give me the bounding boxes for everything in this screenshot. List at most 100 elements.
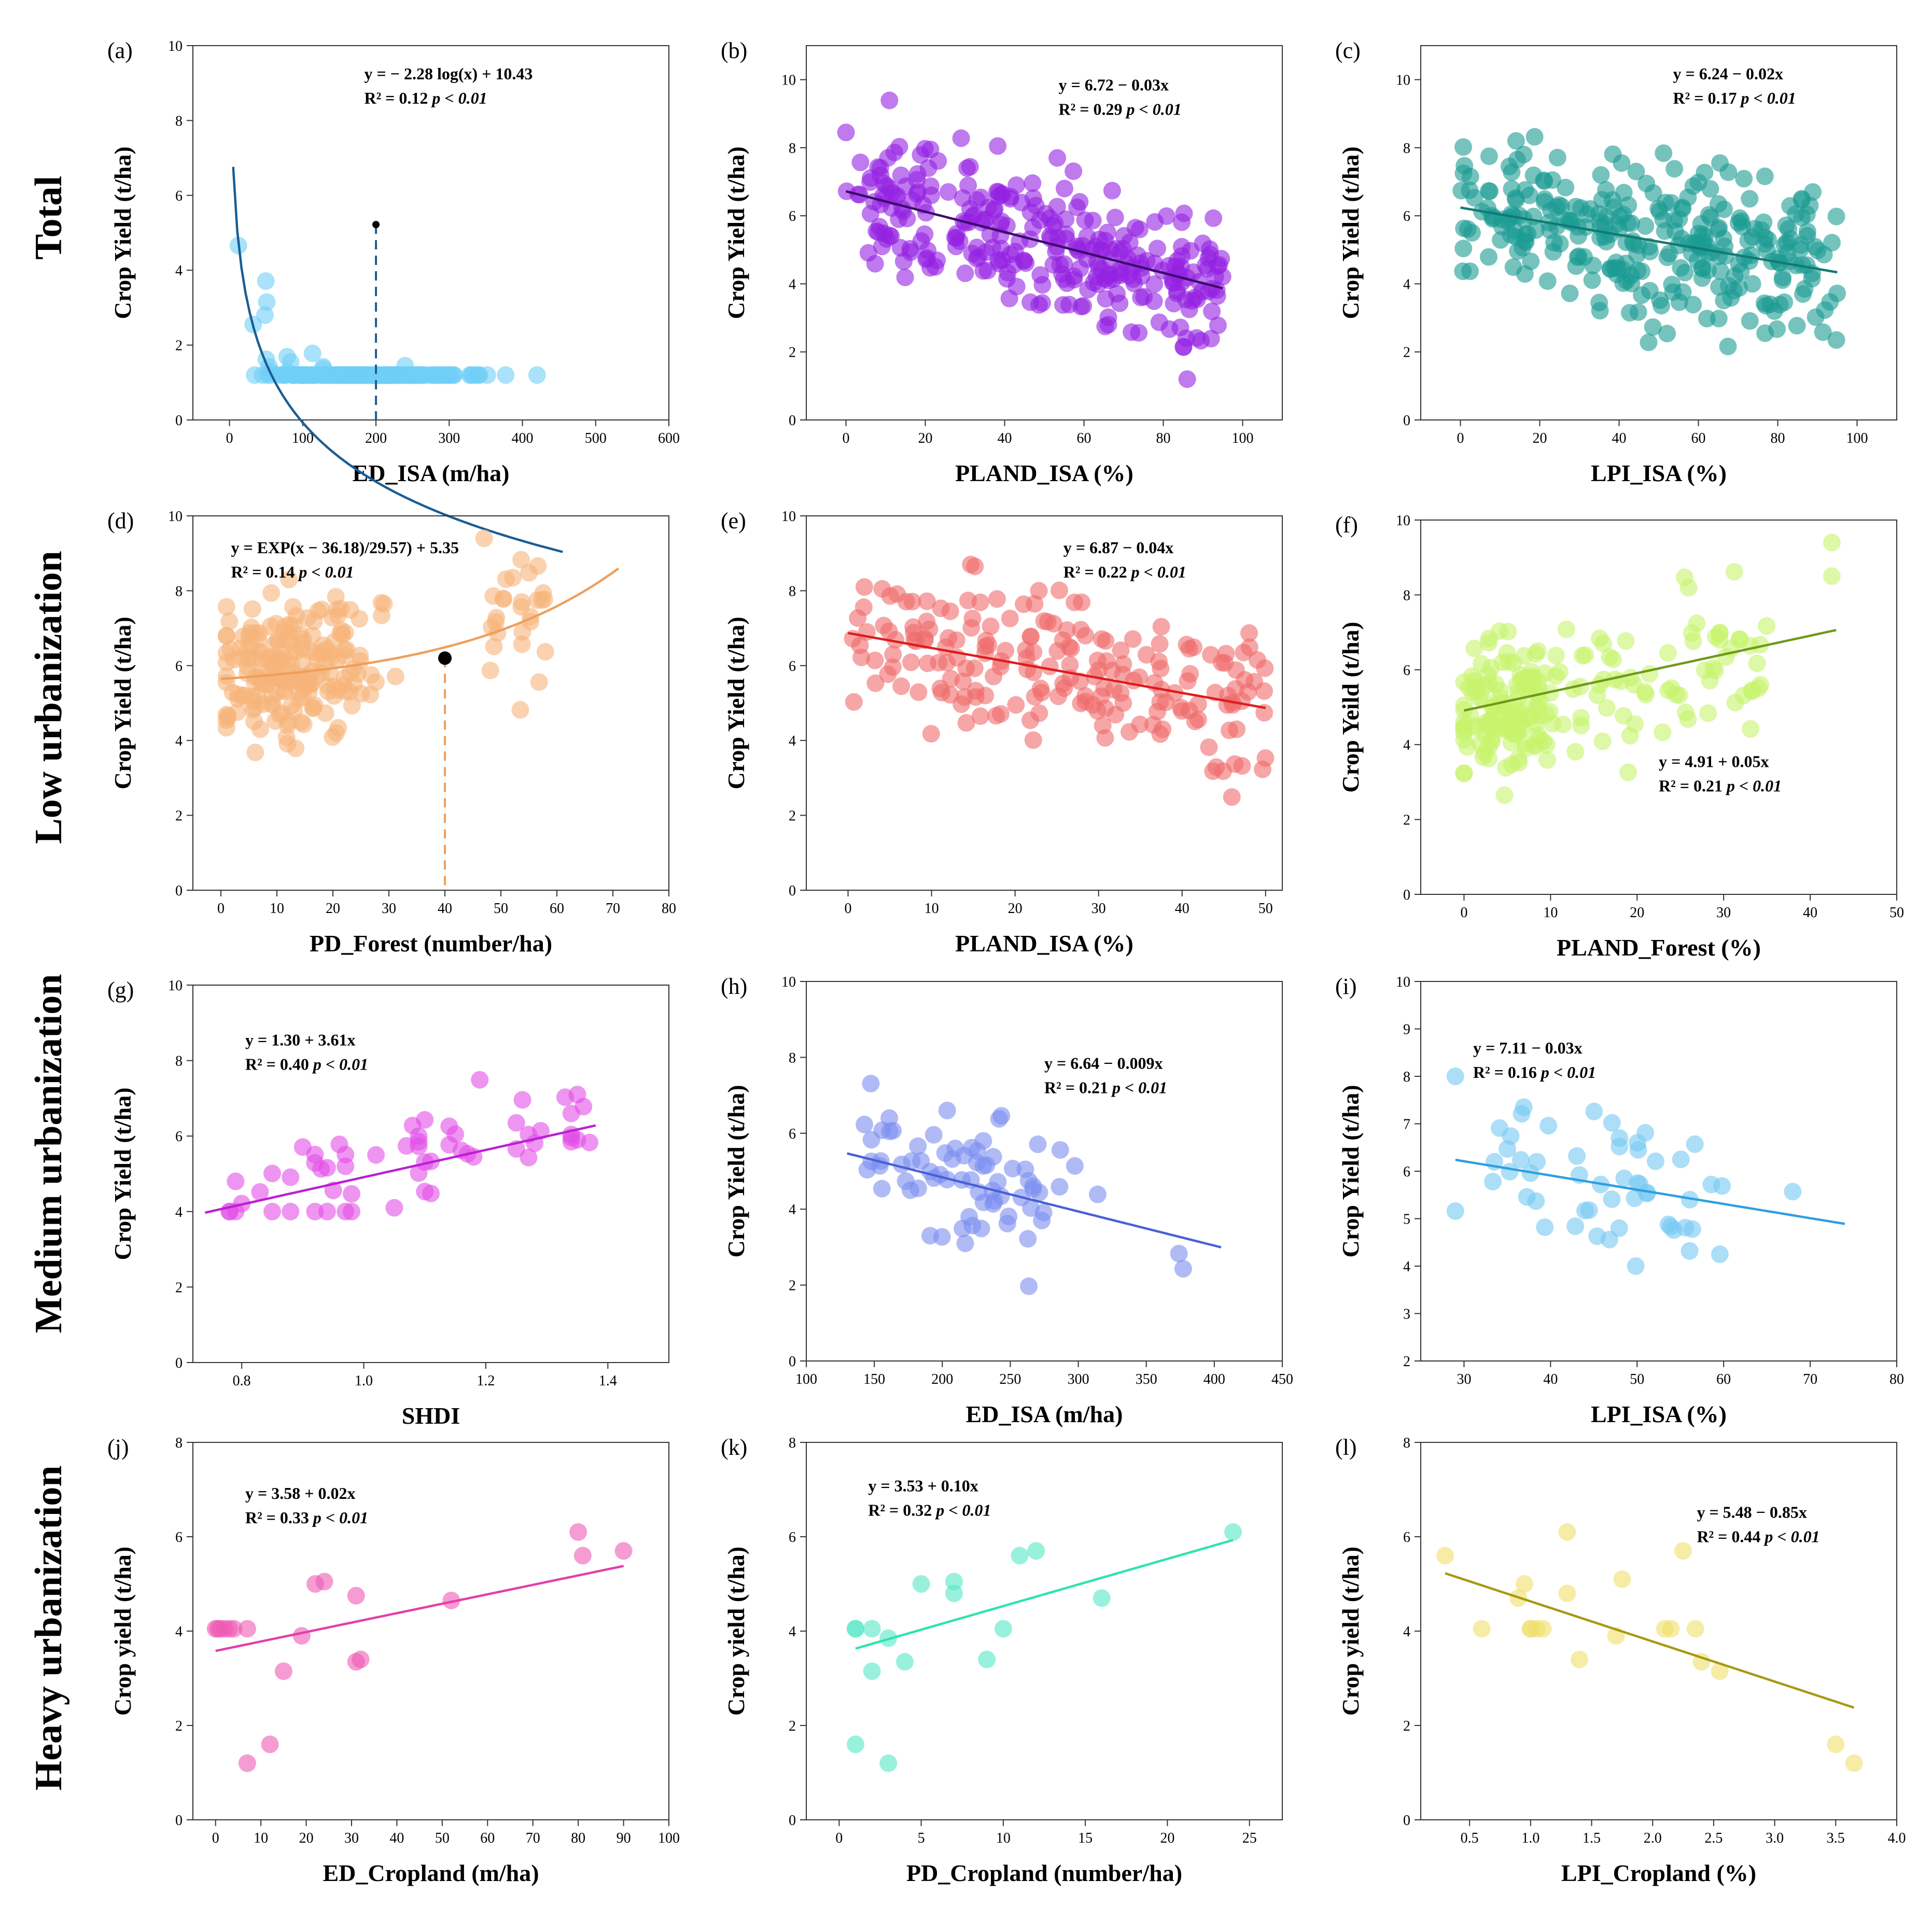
data-point bbox=[932, 599, 950, 617]
data-point bbox=[921, 177, 940, 195]
data-point bbox=[337, 1202, 355, 1220]
x-tick-label: 30 bbox=[1716, 905, 1731, 921]
data-point bbox=[343, 697, 361, 715]
data-point bbox=[1662, 1620, 1680, 1638]
y-tick-label: 8 bbox=[1403, 1069, 1410, 1085]
data-point bbox=[1253, 760, 1271, 778]
y-tick-label: 0 bbox=[175, 413, 183, 429]
data-point bbox=[1787, 205, 1805, 223]
data-point bbox=[1145, 275, 1164, 293]
data-point bbox=[1585, 1102, 1603, 1120]
data-point bbox=[263, 1164, 281, 1183]
x-tick-label: 40 bbox=[1612, 430, 1627, 446]
x-axis-title: PD_Forest (number/ha) bbox=[310, 930, 552, 957]
data-point bbox=[875, 616, 893, 635]
data-point bbox=[445, 366, 463, 384]
data-point bbox=[1007, 277, 1026, 296]
regression-equation: y = − 2.28 log(x) + 10.43 bbox=[364, 64, 533, 83]
data-point bbox=[1663, 275, 1681, 293]
data-point bbox=[1499, 623, 1517, 641]
data-point bbox=[1097, 290, 1115, 308]
x-tick-label: 1.2 bbox=[477, 1373, 495, 1389]
data-point bbox=[1715, 200, 1733, 218]
data-point bbox=[879, 149, 897, 167]
y-axis-title: Crop Yield (t/ha) bbox=[109, 146, 136, 319]
x-tick-label: 70 bbox=[526, 1830, 540, 1846]
data-point bbox=[1015, 251, 1033, 270]
data-point bbox=[282, 1202, 300, 1220]
x-tick-label: 10 bbox=[996, 1830, 1011, 1846]
data-point bbox=[1003, 1159, 1021, 1177]
data-point bbox=[1719, 163, 1738, 181]
data-point bbox=[925, 1126, 943, 1144]
x-tick-label: 10 bbox=[925, 901, 939, 917]
x-tick-label: 200 bbox=[931, 1371, 953, 1387]
data-point bbox=[513, 635, 531, 653]
data-point bbox=[1742, 720, 1760, 738]
data-point bbox=[1446, 1068, 1464, 1085]
data-point bbox=[1827, 331, 1845, 349]
data-point bbox=[1521, 1620, 1539, 1638]
data-point bbox=[1455, 731, 1473, 749]
x-tick-label: 150 bbox=[863, 1371, 885, 1387]
data-point bbox=[1666, 222, 1684, 241]
data-point bbox=[1756, 167, 1774, 186]
data-point bbox=[1513, 1105, 1531, 1123]
x-tick-label: 3.5 bbox=[1827, 1830, 1845, 1846]
y-tick-label: 4 bbox=[175, 1204, 183, 1220]
x-tick-label: 500 bbox=[585, 430, 607, 446]
data-point bbox=[892, 677, 911, 695]
x-tick-label: 10 bbox=[254, 1830, 268, 1846]
data-point bbox=[928, 251, 946, 270]
data-point bbox=[1603, 1114, 1621, 1132]
data-point bbox=[1044, 217, 1062, 235]
p-value: p < 0.01 bbox=[1125, 100, 1181, 119]
x-tick-label: 40 bbox=[389, 1830, 404, 1846]
data-point bbox=[294, 688, 312, 706]
data-point bbox=[1041, 657, 1059, 676]
data-point bbox=[1611, 1129, 1629, 1147]
row-label-medium: Medium urbanization bbox=[27, 974, 70, 1334]
y-tick-label: 0 bbox=[175, 883, 183, 899]
data-point bbox=[258, 293, 276, 311]
regression-equation: y = 5.48 − 0.85x bbox=[1697, 1503, 1807, 1522]
y-tick-label: 0 bbox=[789, 883, 796, 899]
data-point bbox=[952, 129, 970, 147]
data-point bbox=[1527, 221, 1545, 239]
data-point bbox=[1711, 624, 1729, 642]
data-point bbox=[1672, 259, 1690, 277]
plot-frame bbox=[192, 985, 669, 1363]
y-tick-label: 10 bbox=[781, 509, 796, 525]
data-point bbox=[988, 183, 1006, 201]
data-point bbox=[855, 598, 873, 616]
data-point bbox=[1454, 240, 1473, 258]
y-tick-label: 2 bbox=[789, 345, 796, 361]
y-tick-label: 3 bbox=[1403, 1307, 1410, 1323]
data-point bbox=[1679, 579, 1698, 597]
data-point bbox=[1486, 698, 1504, 716]
data-point bbox=[880, 91, 899, 109]
regression-equation: y = 6.24 − 0.02x bbox=[1673, 64, 1783, 83]
data-point bbox=[1699, 704, 1717, 722]
data-point bbox=[1178, 269, 1196, 287]
data-point bbox=[1021, 627, 1040, 645]
y-axis-title: Crop yield (t/ha) bbox=[109, 1547, 136, 1716]
data-point bbox=[865, 193, 883, 211]
panel-f: (f) 0 10 20 30 40 50 0 2 4 6 8 10 PLAND_Forest (%) Cro… bbox=[1335, 512, 1904, 961]
r-squared-value: R² = 0.33 bbox=[245, 1508, 309, 1527]
r-squared-value: R² = 0.44 bbox=[1697, 1527, 1760, 1546]
data-point bbox=[1175, 204, 1193, 222]
data-point bbox=[1655, 144, 1673, 162]
data-point bbox=[1074, 297, 1093, 315]
p-value: p < 0.01 bbox=[1725, 777, 1782, 795]
data-point bbox=[1568, 1147, 1586, 1165]
y-tick-label: 8 bbox=[789, 141, 796, 157]
data-point bbox=[863, 1620, 881, 1638]
data-point bbox=[1550, 196, 1568, 214]
r-squared-value: R² = 0.17 bbox=[1673, 89, 1737, 107]
data-point bbox=[909, 1137, 927, 1155]
y-axis-title: Crop Yield (t/ha) bbox=[109, 616, 136, 789]
data-point bbox=[1613, 154, 1631, 172]
data-point bbox=[1015, 595, 1033, 613]
y-tick-label: 8 bbox=[1403, 1435, 1410, 1451]
